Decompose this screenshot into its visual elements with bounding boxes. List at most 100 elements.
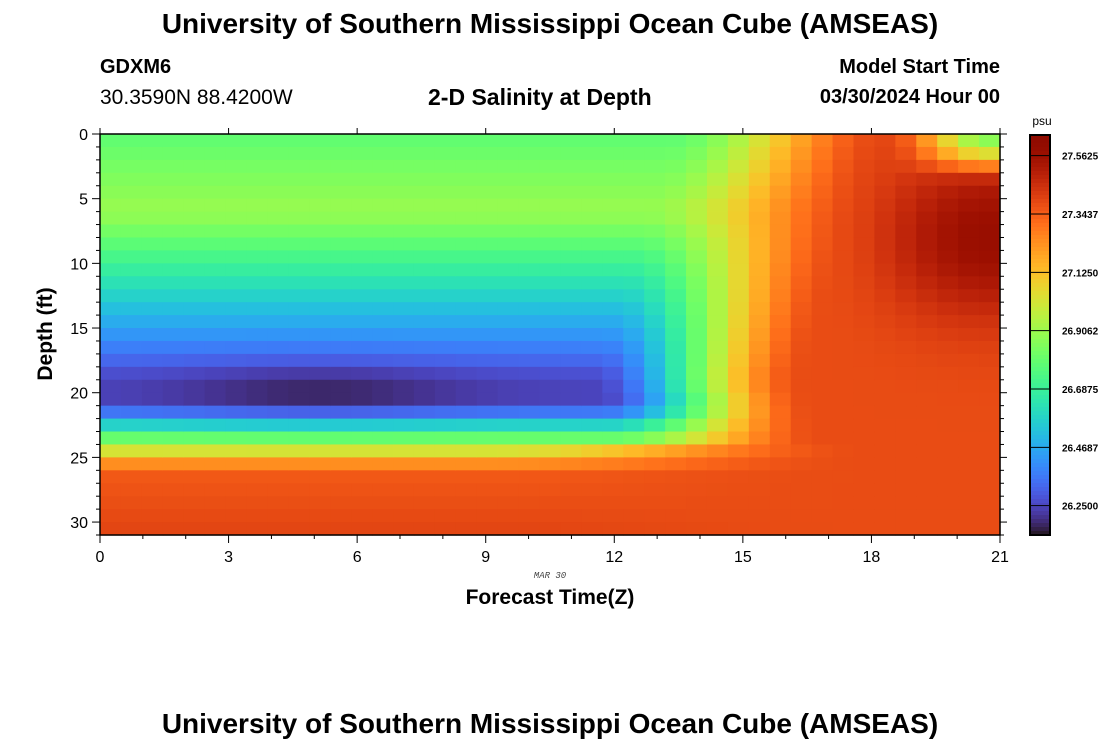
heatmap-cell	[539, 457, 562, 471]
heatmap-cell	[790, 379, 813, 394]
colorbar-segment	[1030, 523, 1050, 528]
colorbar-segment	[1030, 163, 1050, 168]
heatmap-cell	[581, 379, 603, 394]
heatmap-cell	[539, 134, 562, 148]
colorbar-segment	[1030, 511, 1050, 516]
heatmap-cell	[120, 483, 143, 497]
heatmap-cell	[832, 289, 855, 303]
heatmap-cell	[225, 263, 248, 277]
heatmap-cell	[141, 496, 164, 510]
heatmap-cell	[183, 379, 206, 394]
heatmap-cell	[497, 418, 520, 433]
heatmap-cell	[434, 496, 457, 510]
heatmap-cell	[853, 431, 876, 446]
heatmap-cell	[141, 315, 164, 329]
heatmap-cell	[937, 418, 959, 433]
heatmap-cell	[518, 302, 541, 316]
heatmap-cell	[602, 522, 624, 536]
heatmap-cell	[665, 146, 687, 161]
heatmap-cell	[979, 134, 1001, 148]
heatmap-cell	[811, 198, 834, 213]
heatmap-cell	[581, 289, 603, 303]
heatmap-cell	[644, 134, 666, 148]
heatmap-cell	[246, 211, 269, 226]
heatmap-cell	[162, 146, 185, 161]
heatmap-cell	[706, 405, 729, 420]
heatmap-cell	[560, 392, 582, 407]
heatmap-cell	[120, 289, 143, 303]
heatmap-cell	[811, 353, 834, 368]
colorbar-segment	[1030, 271, 1050, 276]
heatmap-cell	[895, 289, 917, 303]
heatmap-cell	[120, 134, 143, 148]
heatmap-cell	[372, 198, 394, 213]
heatmap-cell	[790, 211, 813, 226]
station-id: GDXM6	[100, 56, 172, 78]
heatmap-cell	[832, 315, 855, 329]
heatmap-cell	[644, 185, 666, 200]
heatmap-cell	[937, 146, 959, 161]
heatmap-cell	[665, 276, 687, 290]
heatmap-cell	[455, 263, 478, 277]
heatmap-cell	[874, 392, 896, 407]
heatmap-cell	[727, 198, 750, 213]
heatmap-cell	[497, 302, 520, 316]
heatmap-cell	[895, 146, 917, 161]
heatmap-cell	[853, 134, 876, 148]
heatmap-cell	[727, 379, 750, 394]
heatmap-cell	[100, 302, 122, 316]
colorbar-segment	[1030, 391, 1050, 396]
heatmap-cell	[895, 457, 917, 471]
heatmap-cell	[769, 405, 792, 420]
heatmap-cell	[560, 444, 582, 458]
heatmap-cell	[811, 379, 834, 394]
heatmap-cell	[581, 211, 603, 226]
heatmap-cell	[790, 444, 813, 458]
heatmap-cell	[937, 353, 959, 368]
heatmap-cell	[225, 392, 248, 407]
heatmap-cell	[644, 276, 666, 290]
heatmap-cell	[602, 379, 624, 394]
heatmap-cell	[832, 483, 855, 497]
heatmap-cell	[162, 289, 185, 303]
heatmap-cell	[246, 172, 269, 187]
heatmap-cell	[351, 250, 373, 264]
heatmap-cell	[644, 353, 666, 368]
heatmap-cell	[623, 509, 645, 523]
colorbar-segment	[1030, 187, 1050, 192]
heatmap-cell	[811, 470, 834, 484]
heatmap-cell	[958, 418, 980, 433]
heatmap-cell	[393, 134, 415, 148]
heatmap-cell	[476, 328, 499, 342]
heatmap-cell	[853, 211, 876, 226]
x-tick-label: 9	[481, 549, 490, 566]
heatmap-cell	[644, 328, 666, 342]
heatmap-cell	[351, 470, 373, 484]
heatmap-cell	[769, 444, 792, 458]
heatmap-cell	[727, 366, 750, 381]
heatmap-cell	[539, 379, 562, 394]
heatmap-cell	[581, 146, 603, 161]
heatmap-cell	[539, 405, 562, 420]
heatmap-cell	[183, 522, 206, 536]
heatmap-cell	[476, 522, 499, 536]
heatmap-cell	[916, 328, 938, 342]
heatmap-cell	[706, 444, 729, 458]
heatmap-cell	[769, 134, 792, 148]
heatmap-cell	[141, 172, 164, 187]
heatmap-cell	[958, 405, 980, 420]
colorbar-segment	[1030, 395, 1050, 400]
colorbar-segment	[1030, 155, 1050, 160]
heatmap-cell	[644, 457, 666, 471]
heatmap-cell	[393, 483, 415, 497]
heatmap-cell	[748, 315, 771, 329]
heatmap-cell	[120, 418, 143, 433]
heatmap-cell	[623, 522, 645, 536]
heatmap-cell	[581, 418, 603, 433]
heatmap-cell	[832, 405, 855, 420]
heatmap-cell	[748, 172, 771, 187]
heatmap-cell	[686, 522, 708, 536]
heatmap-cell	[790, 146, 813, 161]
heatmap-cell	[853, 263, 876, 277]
heatmap-cell	[434, 134, 457, 148]
